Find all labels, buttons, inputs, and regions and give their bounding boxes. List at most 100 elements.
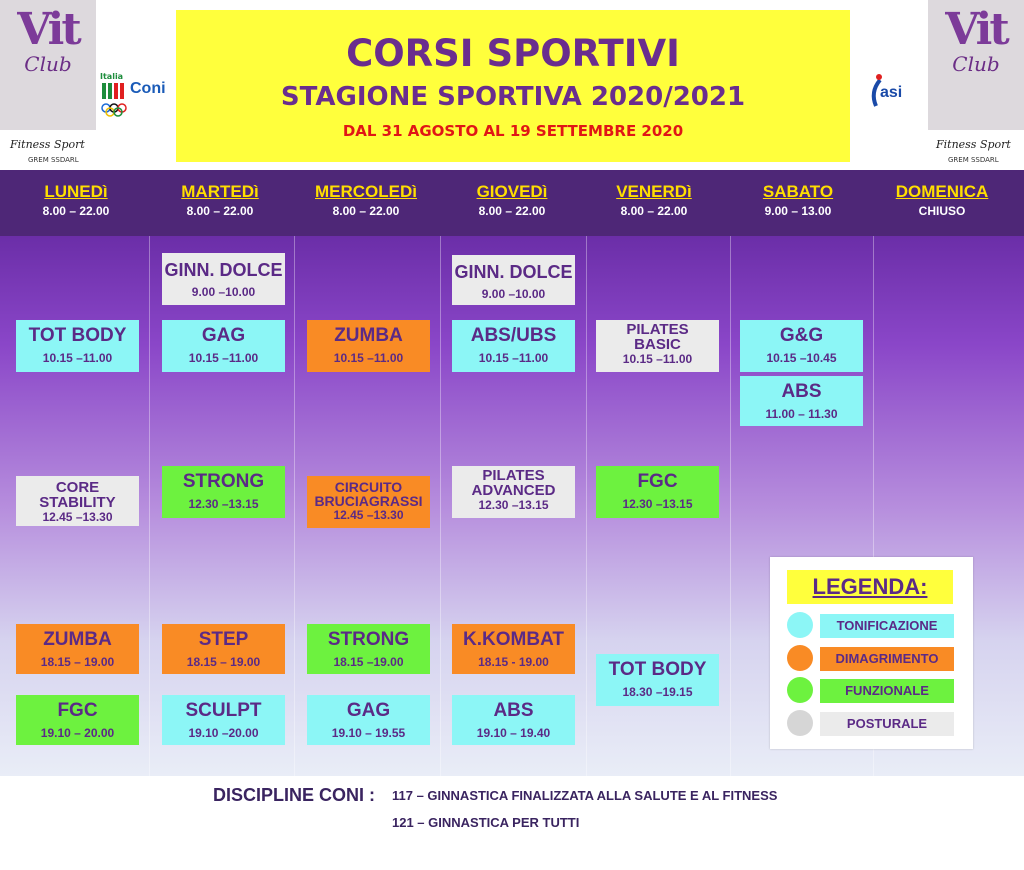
legend-label-posturale: POSTURALE: [820, 712, 954, 736]
day-header-lunedi: LUNEDì 8.00 – 22.00: [6, 182, 146, 218]
class-card: CORE STABILITY 12.45 –13.30: [16, 476, 139, 526]
column-divider: [730, 236, 731, 776]
column-divider: [440, 236, 441, 776]
coni-italia-text: Italia: [100, 72, 124, 81]
class-time: 18.15 – 19.00: [186, 655, 261, 669]
legend-dot-tonificazione: [787, 612, 813, 638]
column-divider: [586, 236, 587, 776]
class-name: STEP: [198, 629, 249, 650]
day-name: LUNEDì: [44, 182, 108, 201]
class-time: 12.45 –13.30: [42, 510, 113, 524]
day-header-sabato: SABATO 9.00 – 13.00: [728, 182, 868, 218]
logo-club-text: Club: [24, 52, 72, 76]
grem-text-right: GREM SSDARL: [948, 156, 999, 164]
class-time: 10.15 –11.00: [188, 351, 259, 365]
logo-text-right: Vit: [945, 4, 1009, 55]
days-header-bar: LUNEDì 8.00 – 22.00 MARTEDì 8.00 – 22.00…: [0, 170, 1024, 236]
day-header-giovedi: GIOVEDì 8.00 – 22.00: [442, 182, 582, 218]
class-name: SCULPT: [185, 700, 262, 721]
class-card: ABS/UBS 10.15 –11.00: [452, 320, 575, 372]
class-time: 18.30 –19.15: [622, 685, 693, 699]
class-card: GINN. DOLCE 9.00 –10.00: [452, 255, 575, 305]
class-name: CORE STABILITY: [39, 479, 116, 511]
legend-title: LEGENDA:: [787, 570, 953, 604]
class-name: TOT BODY: [608, 659, 707, 680]
coni-emblem-icon: Italia: [100, 72, 130, 118]
class-name: GINN. DOLCE: [164, 260, 283, 280]
class-name: FGC: [637, 471, 678, 492]
class-card: TOT BODY 18.30 –19.15: [596, 654, 719, 706]
class-card: STEP 18.15 – 19.00: [162, 624, 285, 674]
footer: DISCIPLINE CONI : 117 – GINNASTICA FINAL…: [0, 776, 1024, 870]
class-time: 12.45 –13.30: [333, 508, 404, 522]
class-time: 10.15 –11.00: [42, 351, 113, 365]
logo-text: Vit: [17, 4, 81, 55]
header: Vit Club Fitness Sport GREM SSDARL Itali…: [0, 0, 1024, 170]
legend-label-funzionale: FUNZIONALE: [820, 679, 954, 703]
class-name: STRONG: [182, 471, 265, 492]
day-name: MARTEDì: [181, 182, 259, 201]
day-name: GIOVEDì: [476, 182, 548, 201]
class-card: K.KOMBAT 18.15 - 19.00: [452, 624, 575, 674]
logo-club-text-right: Club: [952, 52, 1000, 76]
title-banner: CORSI SPORTIVI STAGIONE SPORTIVA 2020/20…: [176, 10, 850, 162]
class-time: 10.15 –11.00: [333, 351, 404, 365]
fitness-sport-text: Fitness Sport: [10, 138, 85, 151]
class-time: 18.15 – 19.00: [40, 655, 115, 669]
page-title: CORSI SPORTIVI: [346, 32, 680, 75]
class-card: SCULPT 19.10 –20.00: [162, 695, 285, 745]
day-header-domenica: DOMENICA CHIUSO: [872, 182, 1012, 218]
class-time: 12.30 –13.15: [188, 497, 259, 511]
class-name: GAG: [201, 325, 246, 346]
coni-logo-text: Coni: [130, 80, 166, 97]
class-time: 19.10 – 19.55: [331, 726, 406, 740]
class-name: PILATES ADVANCED: [471, 467, 556, 499]
day-hours: CHIUSO: [918, 204, 966, 218]
day-header-venerdi: VENERDì 8.00 – 22.00: [584, 182, 724, 218]
class-name: GINN. DOLCE: [454, 262, 573, 282]
class-card: ZUMBA 10.15 –11.00: [307, 320, 430, 372]
class-name: ZUMBA: [43, 629, 112, 650]
class-name: K.KOMBAT: [463, 629, 564, 650]
legend-label-tonificazione: TONIFICAZIONE: [820, 614, 954, 638]
class-time: 12.30 –13.15: [478, 498, 549, 512]
class-card: STRONG 12.30 –13.15: [162, 466, 285, 518]
day-hours: 8.00 – 22.00: [186, 204, 254, 218]
legend-dot-funzionale: [787, 677, 813, 703]
date-range: DAL 31 AGOSTO AL 19 SETTEMBRE 2020: [342, 122, 684, 140]
class-time: 9.00 –10.00: [481, 287, 546, 301]
day-hours: 8.00 – 22.00: [42, 204, 110, 218]
grem-text: GREM SSDARL: [28, 156, 79, 164]
class-name: CIRCUITO BRUCIAGRASSI: [314, 479, 423, 509]
class-card: STRONG 18.15 –19.00: [307, 624, 430, 674]
class-card: GAG 10.15 –11.00: [162, 320, 285, 372]
class-card: ABS 11.00 – 11.30: [740, 376, 863, 426]
class-name: G&G: [779, 325, 824, 346]
class-name: TOT BODY: [28, 325, 127, 346]
class-card: TOT BODY 10.15 –11.00: [16, 320, 139, 372]
class-card: G&G 10.15 –10.45: [740, 320, 863, 372]
day-name: VENERDì: [616, 182, 692, 201]
class-card: ZUMBA 18.15 – 19.00: [16, 624, 139, 674]
class-time: 18.15 –19.00: [333, 655, 404, 669]
column-divider: [873, 236, 874, 776]
day-name: DOMENICA: [895, 182, 989, 201]
class-time: 9.00 –10.00: [191, 285, 256, 299]
column-divider: [294, 236, 295, 776]
legend-dot-dimagrimento: [787, 645, 813, 671]
class-card: GAG 19.10 – 19.55: [307, 695, 430, 745]
class-time: 19.10 –20.00: [188, 726, 259, 740]
class-time: 12.30 –13.15: [622, 497, 693, 511]
fitness-sport-text-right: Fitness Sport: [936, 138, 1011, 151]
discipline-coni-label: DISCIPLINE CONI :: [213, 785, 376, 805]
class-card: PILATES BASIC 10.15 –11.00: [596, 320, 719, 372]
class-time: 11.00 – 11.30: [765, 407, 838, 421]
class-name: FGC: [57, 700, 98, 721]
class-time: 10.15 –11.00: [478, 351, 549, 365]
page-subtitle: STAGIONE SPORTIVA 2020/2021: [280, 82, 746, 112]
class-time: 19.10 – 19.40: [476, 726, 551, 740]
class-time: 10.15 –10.45: [766, 351, 837, 365]
discipline-line-1: 117 – GINNASTICA FINALIZZATA ALLA SALUTE…: [392, 788, 778, 803]
day-name: SABATO: [762, 182, 834, 201]
class-name: ABS: [781, 381, 822, 402]
